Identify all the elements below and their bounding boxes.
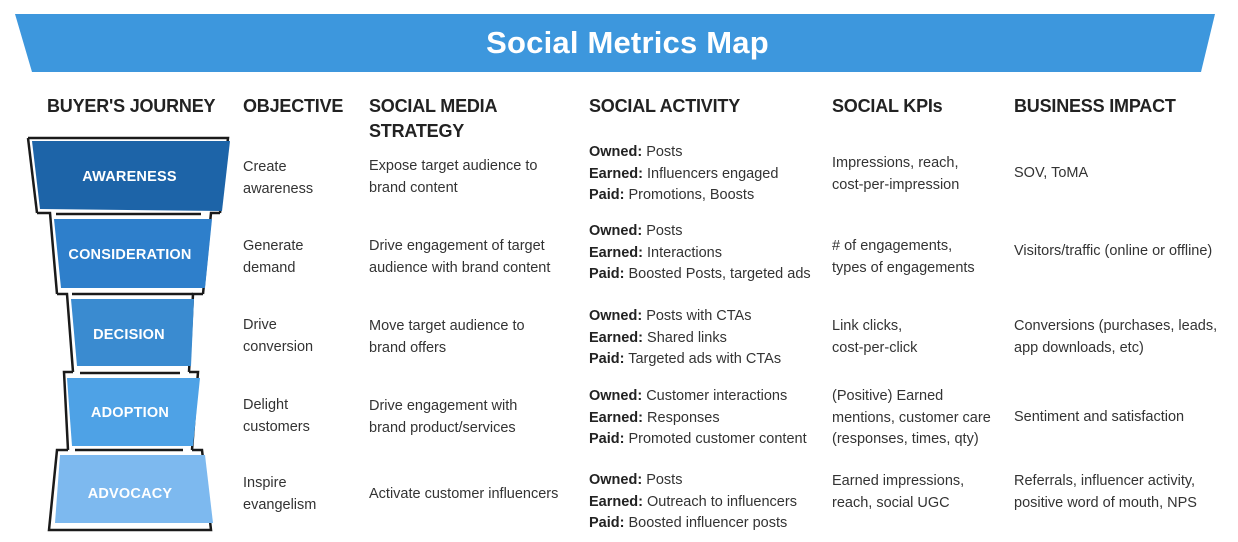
header-social-media-strategy: SOCIAL MEDIA STRATEGY (369, 94, 497, 144)
stage-block-decision (71, 299, 194, 366)
header-strategy-line1: SOCIAL MEDIA (369, 96, 498, 116)
objective-awareness: Create awareness (243, 159, 314, 197)
kpis-advocacy: Earned impressions, reach, social UGC (832, 473, 965, 511)
impact-awareness: SOV, ToMA (1014, 165, 1089, 181)
activity-adoption: Owned: Customer interactions Earned: Res… (589, 388, 807, 447)
stage-block-adoption (67, 378, 200, 446)
strategy-adoption: Drive engagement with brand product/servi… (369, 398, 518, 436)
stage-block-awareness (32, 141, 230, 211)
objective-consideration: Generate demand (243, 238, 304, 276)
activity-consideration: Owned: Posts Earned: Interactions Paid: … (589, 223, 811, 282)
stage-consideration: CONSIDERATION (68, 247, 192, 263)
header-buyers-journey: BUYER'S JOURNEY (47, 96, 216, 116)
objective-advocacy: Inspire evangelism (243, 475, 317, 513)
banner-shape (15, 14, 1215, 72)
strategy-awareness: Expose target audience to brand content (369, 158, 538, 196)
title-banner: Social Metrics Map (15, 14, 1215, 72)
buyers-journey-funnel (26, 136, 230, 532)
header-business-impact: BUSINESS IMPACT (1014, 96, 1176, 116)
strategy-advocacy: Activate customer influencers (369, 486, 559, 502)
impact-adoption: Sentiment and satisfaction (1014, 409, 1185, 425)
stage-awareness: AWARENESS (82, 169, 177, 185)
header-social-kpis: SOCIAL KPIs (832, 96, 943, 116)
strategy-decision: Move target audience to brand offers (369, 318, 525, 356)
stage-block-consideration (54, 219, 212, 288)
activity-advocacy: Owned: Posts Earned: Outreach to influen… (589, 472, 797, 531)
impact-advocacy: Referrals, influencer activity, positive … (1014, 473, 1197, 511)
stage-block-advocacy (55, 455, 213, 523)
kpis-awareness: Impressions, reach, cost-per-impression (832, 155, 960, 193)
objective-adoption: Delight customers (243, 397, 310, 435)
stage-decision: DECISION (93, 327, 165, 343)
kpis-adoption: (Positive) Earned mentions, customer care… (832, 388, 991, 447)
impact-consideration: Visitors/traffic (online or offline) (1014, 243, 1213, 259)
stage-adoption: ADOPTION (90, 405, 170, 421)
stage-advocacy: ADVOCACY (87, 486, 173, 502)
kpis-consideration: # of engagements, types of engagements (832, 238, 975, 276)
header-strategy-line2: STRATEGY (369, 121, 465, 141)
activity-decision: Owned: Posts with CTAs Earned: Shared li… (589, 308, 782, 367)
impact-decision: Conversions (purchases, leads, app downlo… (1014, 318, 1218, 356)
header-social-activity: SOCIAL ACTIVITY (589, 96, 741, 116)
kpis-decision: Link clicks, cost-per-click (832, 318, 918, 356)
objective-decision: Drive conversion (243, 317, 314, 355)
strategy-consideration: Drive engagement of target audience with … (369, 238, 551, 276)
page-title: Social Metrics Map (486, 25, 769, 60)
header-objective: OBJECTIVE (243, 96, 344, 116)
activity-awareness: Owned: Posts Earned: Influencers engaged… (589, 144, 779, 203)
